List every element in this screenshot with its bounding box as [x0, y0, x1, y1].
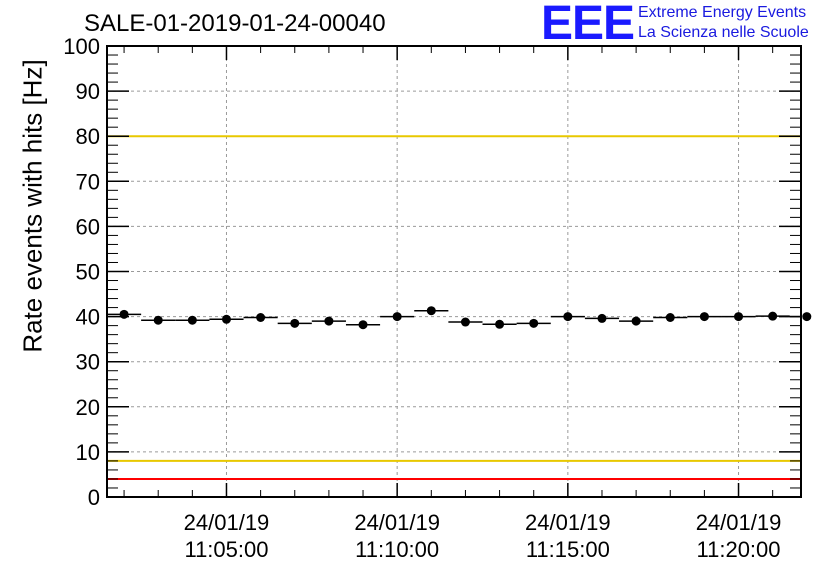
x-tick-label-date: 24/01/19: [696, 510, 782, 535]
x-tick-label-time: 11:10:00: [355, 537, 439, 562]
y-tick-label: 80: [76, 124, 100, 149]
x-tick-labels: 24/01/1911:05:0024/01/1911:10:0024/01/19…: [184, 510, 782, 562]
data-point: [495, 319, 505, 329]
data-point: [256, 313, 266, 323]
y-tick-labels: 0 10 20 30 40 50 60 70 80 90 100: [63, 34, 100, 510]
data-point: [221, 314, 231, 324]
y-tick-label: 30: [76, 350, 100, 375]
logo-line-1: Extreme Energy Events: [638, 4, 807, 21]
data-point: [802, 312, 812, 322]
x-tick-label-date: 24/01/19: [525, 510, 611, 535]
logo-text: Extreme Energy Events La Scienza nelle S…: [638, 3, 809, 43]
data-point: [699, 312, 709, 322]
data-point: [597, 313, 607, 323]
data-point: [392, 312, 402, 322]
y-tick-label: 50: [76, 260, 100, 285]
data-point: [358, 320, 368, 330]
data-point: [734, 312, 744, 322]
y-tick-label: 40: [76, 305, 100, 330]
threshold-lines: [107, 45, 801, 480]
data-point: [119, 309, 129, 319]
y-tick-label: 100: [63, 34, 100, 59]
chart-title: SALE-01-2019-01-24-00040: [84, 10, 386, 37]
plot-frame: [106, 45, 802, 498]
x-tick-label-time: 11:20:00: [697, 537, 781, 562]
data-point: [563, 312, 573, 322]
y-tick-label: 20: [76, 395, 100, 420]
x-tick-label-date: 24/01/19: [354, 510, 440, 535]
y-tick-label: 90: [76, 79, 100, 104]
data-points: [107, 306, 812, 330]
x-tick-label-time: 11:05:00: [184, 537, 268, 562]
y-tick-label: 70: [76, 169, 100, 194]
logo-line-2: La Scienza nelle Scuole: [638, 24, 809, 41]
y-tick-label: 10: [76, 440, 100, 465]
data-point: [324, 316, 334, 326]
data-point: [290, 318, 300, 328]
axis-ticks: [107, 45, 801, 498]
data-point: [187, 315, 197, 325]
data-point: [631, 316, 641, 326]
data-point: [426, 306, 436, 316]
data-point: [529, 318, 539, 328]
data-point: [460, 317, 470, 327]
grid-lines: [107, 46, 801, 497]
data-point: [153, 315, 163, 325]
y-tick-label: 0: [88, 485, 100, 510]
data-point: [665, 313, 675, 323]
y-tick-label: 60: [76, 214, 100, 239]
x-tick-label-date: 24/01/19: [184, 510, 270, 535]
data-point: [768, 311, 778, 321]
eee-logo: EEE: [541, 0, 635, 50]
x-tick-label-time: 11:15:00: [526, 537, 610, 562]
